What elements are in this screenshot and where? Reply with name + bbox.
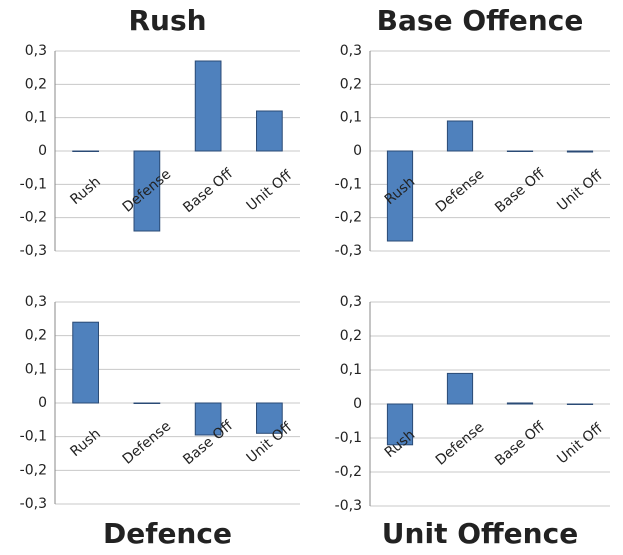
y-tick-label: -0,3 [20, 496, 47, 512]
bar [72, 150, 99, 152]
y-tick-label: -0,3 [335, 243, 362, 259]
y-tick-label: 0 [353, 143, 362, 159]
x-tick-label: Unit Off [244, 167, 296, 214]
bar [194, 402, 222, 436]
bar [446, 120, 474, 152]
bar [256, 402, 283, 434]
y-tick-label: -0,2 [20, 210, 47, 226]
y-tick-label: 0,1 [340, 362, 362, 378]
bar [194, 60, 222, 152]
y-tick-label: -0,3 [20, 243, 47, 259]
y-tick-label: 0,3 [25, 294, 47, 310]
chart-title: Unit Offence [382, 517, 578, 550]
y-tick-label: 0,1 [25, 110, 47, 126]
x-tick-label: Unit Off [554, 420, 606, 467]
x-tick-label: Rush [67, 426, 103, 460]
y-tick-label: -0,1 [335, 430, 362, 446]
bar [386, 150, 414, 242]
bar [72, 321, 99, 404]
y-tick-label: 0,1 [25, 361, 47, 377]
y-tick-label: -0,2 [335, 464, 362, 480]
y-tick-label: 0 [38, 143, 47, 159]
y-tick-label: 0,2 [25, 76, 47, 92]
y-tick-label: -0,1 [335, 176, 362, 192]
bar [566, 403, 594, 405]
bar [506, 150, 534, 152]
y-tick-label: -0,2 [20, 462, 47, 478]
bar [446, 372, 474, 405]
x-tick-label: Defense [433, 419, 487, 468]
y-tick-label: 0,1 [340, 110, 362, 126]
x-tick-label: Base Off [180, 166, 236, 217]
x-tick-label: Defense [120, 418, 174, 467]
bar [386, 403, 414, 446]
y-tick-label: 0 [353, 396, 362, 412]
y-tick-label: 0,3 [340, 294, 362, 310]
x-tick-label: Unit Off [554, 167, 606, 214]
bar [256, 110, 283, 152]
y-tick-label: -0,2 [335, 210, 362, 226]
bar [566, 150, 594, 153]
y-tick-label: -0,3 [335, 498, 362, 514]
bar [133, 402, 161, 404]
y-tick-label: -0,1 [20, 429, 47, 445]
y-tick-label: 0,3 [25, 43, 47, 59]
x-tick-label: Defense [433, 166, 487, 215]
y-tick-label: -0,1 [20, 176, 47, 192]
x-tick-label: Rush [67, 174, 103, 208]
y-tick-label: 0,3 [340, 43, 362, 59]
chart-title: Rush [128, 4, 206, 37]
x-tick-label: Base Off [492, 166, 548, 217]
y-tick-label: 0,2 [340, 328, 362, 344]
bar [133, 150, 161, 232]
chart-title: Defence [103, 517, 232, 550]
chart-title: Base Offence [377, 4, 584, 37]
y-tick-label: 0,2 [340, 76, 362, 92]
x-tick-label: Base Off [492, 419, 548, 470]
bar [506, 402, 534, 405]
y-tick-label: 0 [38, 395, 47, 411]
y-tick-label: 0,2 [25, 328, 47, 344]
